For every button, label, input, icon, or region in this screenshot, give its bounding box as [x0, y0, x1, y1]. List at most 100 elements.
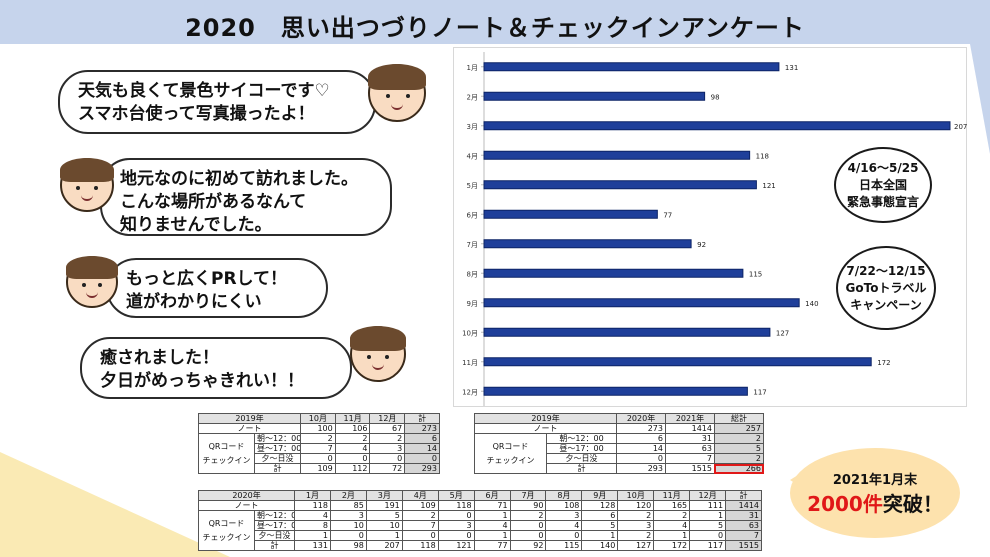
table-row: ノート 118 85 191 109 118 71 90 108 128 120 165 111 1414	[197, 500, 762, 511]
avatar-woman-thinking	[60, 158, 114, 212]
table-cell: 1515	[665, 463, 715, 474]
comment-bubble-4: 癒されました！ 夕日がめっちゃきれい！！	[80, 337, 352, 399]
table-cell: 0	[545, 530, 583, 541]
table-header-cell: 2019年	[197, 413, 302, 424]
table-cell: 1	[365, 530, 403, 541]
table-cell: 10	[365, 520, 403, 531]
row-label: 朝～12：00	[253, 433, 302, 444]
table-cell: 3	[617, 520, 655, 531]
comment-bubble-1: 天気も良くて景色サイコーです♡ スマホ台使って写真撮ったよ！	[58, 70, 376, 134]
bar	[483, 268, 744, 278]
table-row: QRコード チェックイン 朝～12：00 2 2 2 6	[198, 433, 440, 474]
table-cell: 2	[401, 510, 439, 521]
data-label: 77	[663, 211, 672, 219]
table-row: 夕～日没 1 0 1 0 0 1 0 0 1 2 1 0 7	[199, 530, 762, 541]
table-cell: 1	[653, 530, 691, 541]
y-tick-label: 10月	[462, 329, 478, 337]
table-cell: 2	[617, 510, 655, 521]
y-tick-label: 4月	[467, 152, 478, 160]
row-label: 夕～日没	[545, 453, 618, 464]
comment-line: 天気も良くて景色サイコーです♡	[78, 81, 330, 101]
table-header-cell: 5月	[437, 490, 475, 501]
table-row: ノート 273 1414 257	[473, 423, 765, 434]
callout-line: 緊急事態宣言	[846, 194, 919, 209]
table-cell: 131	[294, 540, 331, 551]
table-header-row: 2020年 1月 2月 3月 4月 5月 6月 7月 8月 9月 10月 11月 12月計	[197, 490, 762, 501]
table-cell: 2	[509, 510, 547, 521]
table-cell: 4	[473, 520, 511, 531]
table-cell: 0	[437, 510, 475, 521]
comment-line: こんな場所があるなんて	[120, 192, 307, 212]
milestone-suffix: 突破！	[882, 492, 943, 516]
table-cell: 2	[713, 453, 765, 464]
table-header-cell: 6月	[473, 490, 511, 501]
table-cell: 6	[616, 433, 666, 444]
header-banner	[0, 0, 990, 44]
row-label: 計	[253, 463, 302, 474]
comment-line: 道がわかりにくい	[126, 292, 262, 312]
table-cell: 63	[665, 443, 715, 454]
table-cell: 92	[509, 540, 547, 551]
table-cell: 108	[545, 500, 583, 511]
monthly-bar-chart: 1月 131 2月 98 3月 207 4月 118 5月 121 6月 77 7月 92 8月 115 9月 1…	[453, 47, 967, 407]
table-cell: 1515	[725, 540, 762, 551]
table-cell: 67	[369, 423, 406, 434]
avatar-man-puzzled	[66, 256, 118, 308]
table-cell: 71	[473, 500, 511, 511]
table-header-cell: 8月	[545, 490, 583, 501]
table-cell: 0	[300, 453, 336, 464]
table-header-cell: 11月	[653, 490, 691, 501]
data-label: 131	[785, 64, 798, 72]
callout-emergency: 4/16～5/25 日本全国 緊急事態宣言	[834, 147, 932, 223]
table-header-cell: 12月	[689, 490, 727, 501]
group-label: QRコード チェックイン	[198, 510, 255, 551]
table-cell: 31	[725, 510, 762, 521]
table-header-cell: 計	[725, 490, 762, 501]
table-cell: 0	[401, 530, 439, 541]
callout-line: GoToトラベル	[845, 280, 927, 295]
table-header-cell: 3月	[365, 490, 403, 501]
y-tick-label: 8月	[467, 270, 478, 278]
table-cell: 293	[404, 463, 440, 474]
table-cell: 165	[653, 500, 691, 511]
callout-line: 4/16～5/25	[847, 160, 919, 175]
comment-line: 夕日がめっちゃきれい！！	[100, 371, 304, 391]
table-cell: 2	[617, 530, 655, 541]
y-tick-label: 5月	[467, 182, 478, 190]
table-cell: 106	[334, 423, 371, 434]
table-header-cell: 1月	[294, 490, 331, 501]
table-cell: 10	[329, 520, 367, 531]
row-label: ノート	[473, 423, 618, 434]
data-label: 207	[954, 123, 967, 131]
bar	[483, 239, 692, 249]
group-label: QRコード チェックイン	[474, 433, 547, 474]
table-cell: 1	[473, 510, 511, 521]
y-tick-label: 7月	[467, 241, 478, 249]
table-header-cell: 総計	[713, 413, 765, 424]
page-title: 2020 思い出つづりノート＆チェックインアンケート	[185, 14, 805, 42]
table-cell: 14	[404, 443, 440, 454]
y-tick-label: 3月	[467, 123, 478, 131]
table-total-row: 計 293 1515 266	[475, 463, 765, 474]
avatar-man-cheering	[350, 326, 406, 382]
row-label: 朝～12：00	[253, 510, 296, 521]
table-header-cell: 2月	[329, 490, 367, 501]
table-cell: 2	[369, 433, 406, 444]
table-cell: 3	[437, 520, 475, 531]
row-label: 昼～17：00	[545, 443, 618, 454]
table-cell: 273	[616, 423, 666, 434]
table-header-cell: 7月	[509, 490, 547, 501]
bar	[483, 386, 748, 396]
data-label: 140	[805, 300, 818, 308]
table-cell: 5	[581, 520, 619, 531]
table-cell: 7	[665, 453, 715, 464]
table-cell: 115	[545, 540, 583, 551]
table-row: ノート 100 106 67 273	[197, 423, 440, 434]
table-cell: 14	[616, 443, 666, 454]
table-row: 昼～17：008101073404534563	[199, 520, 762, 531]
table-cell: 109	[401, 500, 439, 511]
table-cell: 111	[689, 500, 727, 511]
table-2019: 2019年 10月 11月 12月計ノート 100 106 67 273 QRコード チェックイン…	[197, 413, 440, 474]
table-header-cell: 2019年	[473, 413, 618, 424]
table-cell: 0	[334, 453, 371, 464]
